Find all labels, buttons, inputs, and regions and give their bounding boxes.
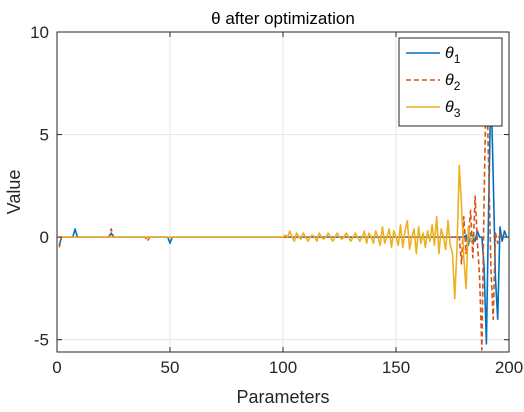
x-tick-label: 0 xyxy=(52,358,61,377)
chart-title: θ after optimization xyxy=(211,9,355,28)
series-group xyxy=(58,70,508,351)
x-tick-label: 100 xyxy=(269,358,297,377)
x-axis-title: Parameters xyxy=(236,387,329,407)
x-tick-label: 150 xyxy=(382,358,410,377)
y-axis-title: Value xyxy=(4,170,24,215)
x-tick-label: 200 xyxy=(495,358,523,377)
y-tick-label: -5 xyxy=(34,331,49,350)
legend-subscript-3: 3 xyxy=(454,106,461,120)
y-tick-label: 0 xyxy=(40,228,49,247)
y-tick-label: 10 xyxy=(30,23,49,42)
legend-subscript-2: 2 xyxy=(454,79,461,93)
x-tick-label: 50 xyxy=(161,358,180,377)
y-tick-label: 5 xyxy=(40,126,49,145)
legend-subscript-1: 1 xyxy=(454,52,461,66)
series-line-3 xyxy=(59,164,476,300)
